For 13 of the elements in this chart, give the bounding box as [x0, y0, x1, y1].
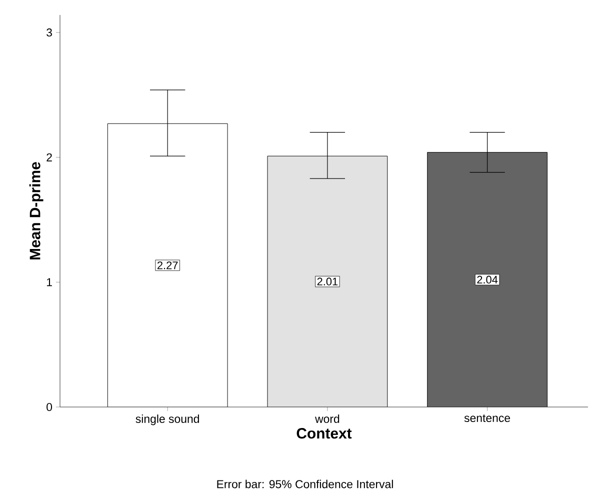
y-tick-label: 3 [46, 28, 52, 37]
text: Error bar: 95% Confidence Interval [217, 480, 393, 488]
x-tick-label: sentence [464, 414, 510, 422]
data-label: 2.27 [157, 261, 178, 270]
y-axis-title: Mean D-prime [29, 162, 44, 260]
data-label: 2.04 [477, 276, 498, 284]
x-tick-label: word [315, 414, 340, 423]
x-tick-label: single sound [136, 414, 199, 426]
y-tick-label: 2 [46, 153, 52, 162]
x-axis-title: Context [296, 428, 352, 439]
y-tick-label: 1 [46, 278, 52, 286]
y-tick-label: 0 [46, 402, 52, 412]
data-label: 2.01 [317, 278, 338, 286]
